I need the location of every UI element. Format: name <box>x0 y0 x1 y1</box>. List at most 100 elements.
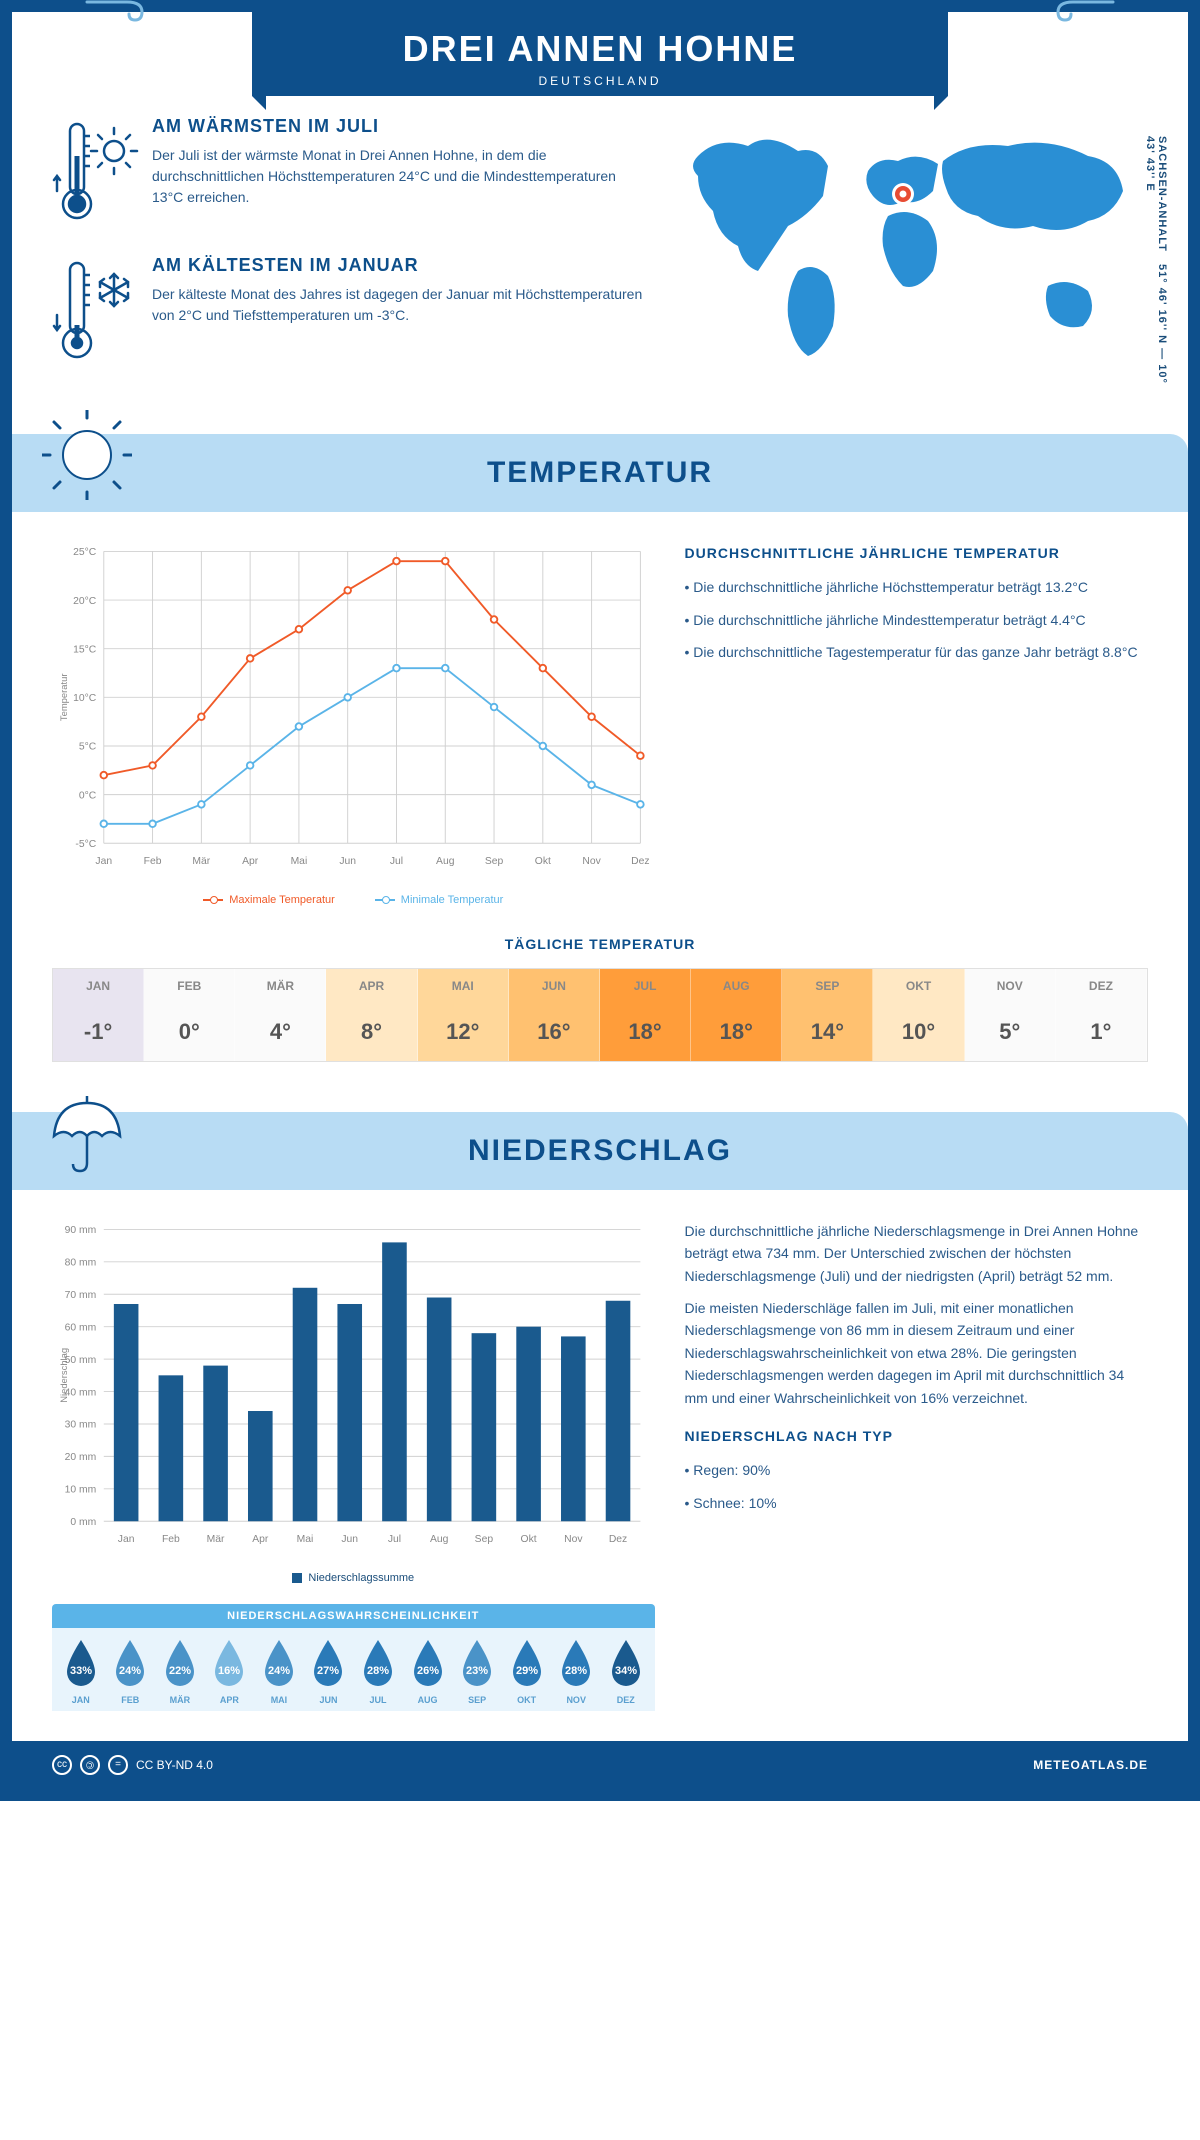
wind-decoration-right <box>1018 0 1128 27</box>
svg-text:-5°C: -5°C <box>75 839 96 850</box>
license-text: CC BY-ND 4.0 <box>136 1758 213 1772</box>
svg-text:70 mm: 70 mm <box>65 1290 97 1301</box>
infographic-container: DREI ANNEN HOHNE DEUTSCHLAND AM WÄRMSTEN… <box>0 0 1200 1801</box>
precipitation-text: Die durchschnittliche jährliche Niedersc… <box>685 1220 1148 1711</box>
wind-decoration-left <box>72 0 182 27</box>
temperature-banner: TEMPERATUR <box>12 434 1188 512</box>
precip-p2: Die meisten Niederschläge fallen im Juli… <box>685 1297 1148 1409</box>
location-title: DREI ANNEN HOHNE <box>252 28 948 70</box>
coordinates-label: SACHSEN-ANHALT 51° 46' 16'' N — 10° 43' … <box>1144 136 1168 394</box>
daily-temp-cell: MAI12° <box>418 969 509 1061</box>
probability-drop: 24%FEB <box>106 1636 156 1705</box>
legend-min: Minimale Temperatur <box>401 894 504 906</box>
summary-row: AM WÄRMSTEN IM JULI Der Juli ist der wär… <box>12 96 1188 414</box>
daily-temp-cell: MÄR4° <box>235 969 326 1061</box>
svg-text:Jul: Jul <box>390 856 403 867</box>
license-block: cc 🄯 = CC BY-ND 4.0 <box>52 1755 213 1775</box>
svg-text:Apr: Apr <box>242 856 259 867</box>
thermometer-snowflake-icon <box>52 255 152 370</box>
prob-heading: NIEDERSCHLAGSWAHRSCHEINLICHKEIT <box>52 1610 655 1622</box>
probability-drop: 27%JUN <box>304 1636 354 1705</box>
svg-text:Mai: Mai <box>297 1534 314 1545</box>
svg-text:24%: 24% <box>268 1665 290 1677</box>
site-credit: METEOATLAS.DE <box>1033 1758 1148 1772</box>
temp-bullet-2: • Die durchschnittliche jährliche Mindes… <box>685 609 1148 631</box>
svg-text:Nov: Nov <box>582 856 601 867</box>
precipitation-heading: NIEDERSCHLAG <box>12 1134 1188 1168</box>
daily-temp-cell: NOV5° <box>965 969 1056 1061</box>
svg-text:10 mm: 10 mm <box>65 1484 97 1495</box>
probability-drop: 16%APR <box>205 1636 255 1705</box>
coldest-summary: AM KÄLTESTEN IM JANUAR Der kälteste Mona… <box>52 255 648 370</box>
legend-max: Maximale Temperatur <box>229 894 335 906</box>
daily-temp-cell: DEZ1° <box>1056 969 1147 1061</box>
svg-text:Apr: Apr <box>252 1534 269 1545</box>
temperature-heading: TEMPERATUR <box>12 456 1188 490</box>
svg-text:29%: 29% <box>516 1665 538 1677</box>
svg-text:28%: 28% <box>565 1665 587 1677</box>
svg-text:80 mm: 80 mm <box>65 1258 97 1269</box>
by-icon: 🄯 <box>80 1755 100 1775</box>
daily-temp-cell: SEP14° <box>782 969 873 1061</box>
warmest-summary: AM WÄRMSTEN IM JULI Der Juli ist der wär… <box>52 116 648 231</box>
probability-drop: 28%NOV <box>551 1636 601 1705</box>
temperature-summary-text: DURCHSCHNITTLICHE JÄHRLICHE TEMPERATUR •… <box>685 542 1148 906</box>
legend-precip: Niederschlagssumme <box>308 1572 414 1584</box>
svg-text:16%: 16% <box>218 1665 240 1677</box>
temp-bullet-1: • Die durchschnittliche jährliche Höchst… <box>685 576 1148 598</box>
temp-legend: Maximale Temperatur Minimale Temperatur <box>52 894 655 906</box>
svg-text:0°C: 0°C <box>79 790 97 801</box>
coldest-title: AM KÄLTESTEN IM JANUAR <box>152 255 648 276</box>
svg-text:Nov: Nov <box>564 1534 583 1545</box>
svg-text:Mär: Mär <box>192 856 210 867</box>
svg-text:Dez: Dez <box>631 856 649 867</box>
probability-drop: 33%JAN <box>56 1636 106 1705</box>
probability-drop: 34%DEZ <box>601 1636 651 1705</box>
svg-text:15°C: 15°C <box>73 644 97 655</box>
probability-drop: 29%OKT <box>502 1636 552 1705</box>
precip-p1: Die durchschnittliche jährliche Niedersc… <box>685 1220 1148 1287</box>
temp-bullet-3: • Die durchschnittliche Tagestemperatur … <box>685 641 1148 663</box>
temp-side-heading: DURCHSCHNITTLICHE JÄHRLICHE TEMPERATUR <box>685 542 1148 564</box>
svg-text:Jun: Jun <box>341 1534 358 1545</box>
svg-text:Jan: Jan <box>95 856 112 867</box>
daily-temp-cell: JAN-1° <box>53 969 144 1061</box>
svg-text:Sep: Sep <box>475 1534 494 1545</box>
svg-text:40 mm: 40 mm <box>65 1387 97 1398</box>
precipitation-bar-chart: 0 mm10 mm20 mm30 mm40 mm50 mm60 mm70 mm8… <box>52 1220 655 1559</box>
svg-text:90 mm: 90 mm <box>65 1225 97 1236</box>
svg-text:27%: 27% <box>317 1665 339 1677</box>
header-banner: DREI ANNEN HOHNE DEUTSCHLAND <box>252 12 948 96</box>
thermometer-sun-icon <box>52 116 152 231</box>
precipitation-section: 0 mm10 mm20 mm30 mm40 mm50 mm60 mm70 mm8… <box>12 1190 1188 1741</box>
svg-text:Aug: Aug <box>430 1534 449 1545</box>
svg-text:Mär: Mär <box>207 1534 225 1545</box>
precip-legend: Niederschlagssumme <box>52 1572 655 1584</box>
svg-text:23%: 23% <box>466 1665 488 1677</box>
warmest-title: AM WÄRMSTEN IM JULI <box>152 116 648 137</box>
svg-text:34%: 34% <box>615 1665 637 1677</box>
daily-temp-cell: JUL18° <box>600 969 691 1061</box>
svg-text:Feb: Feb <box>144 856 162 867</box>
svg-text:Jun: Jun <box>339 856 356 867</box>
svg-text:30 mm: 30 mm <box>65 1420 97 1431</box>
svg-text:Feb: Feb <box>162 1534 180 1545</box>
svg-text:50 mm: 50 mm <box>65 1355 97 1366</box>
svg-text:Niederschlag: Niederschlag <box>58 1348 69 1403</box>
svg-text:Sep: Sep <box>485 856 504 867</box>
precip-type-heading: NIEDERSCHLAG NACH TYP <box>685 1425 1148 1447</box>
probability-drop: 22%MÄR <box>155 1636 205 1705</box>
svg-text:Temperatur: Temperatur <box>58 674 69 722</box>
location-country: DEUTSCHLAND <box>252 74 948 88</box>
svg-text:Okt: Okt <box>535 856 551 867</box>
probability-drop: 23%SEP <box>452 1636 502 1705</box>
precipitation-banner: NIEDERSCHLAG <box>12 1112 1188 1190</box>
svg-text:Aug: Aug <box>436 856 455 867</box>
svg-text:24%: 24% <box>119 1665 141 1677</box>
svg-text:60 mm: 60 mm <box>65 1322 97 1333</box>
probability-drop: 28%JUL <box>353 1636 403 1705</box>
footer: cc 🄯 = CC BY-ND 4.0 METEOATLAS.DE <box>12 1741 1188 1789</box>
sun-icon <box>42 410 132 505</box>
daily-temp-cell: APR8° <box>326 969 417 1061</box>
daily-temperature-table: TÄGLICHE TEMPERATUR JAN-1°FEB0°MÄR4°APR8… <box>12 936 1188 1092</box>
